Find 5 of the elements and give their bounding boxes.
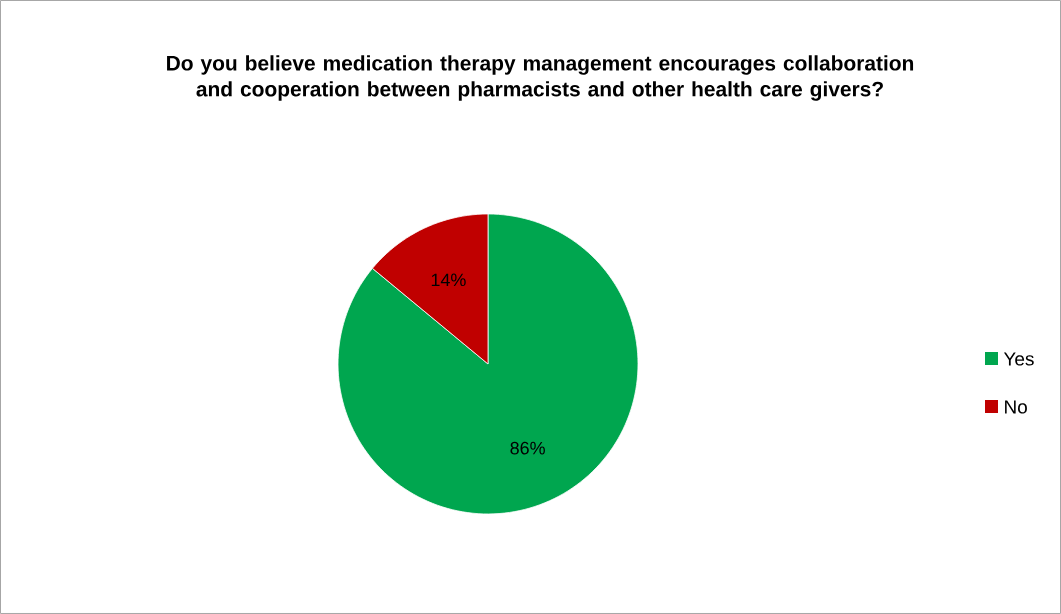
chart-title: Do you believe medication therapy management encourages collaboration and cooperation between pharmacists and other health care givers? [167,55,914,101]
data-label: 14% [431,273,466,287]
legend-label: No [1005,400,1027,414]
legend-label: Yes [1003,352,1034,366]
data-label: 86% [510,441,545,455]
